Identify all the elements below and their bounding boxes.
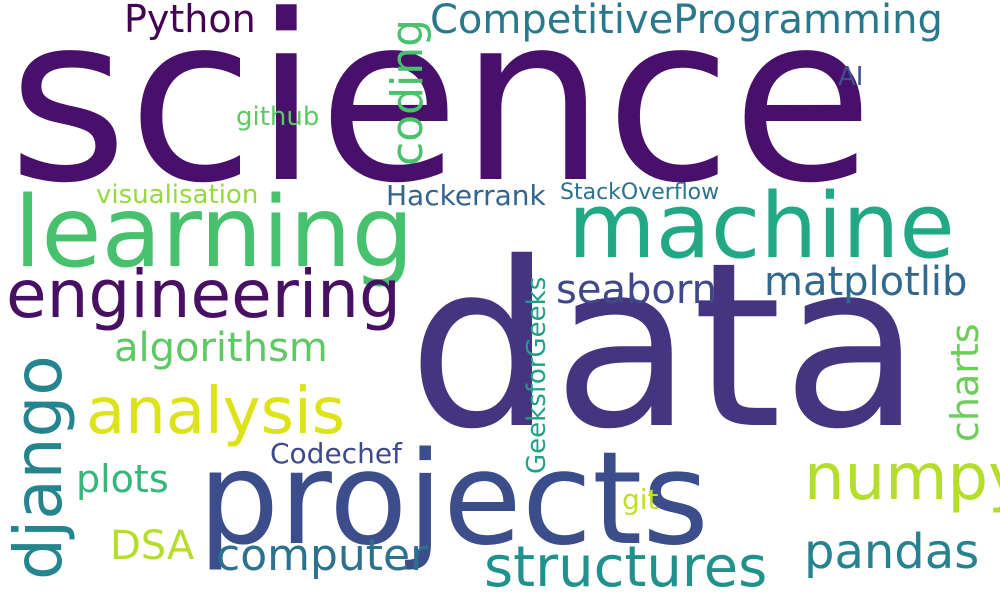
word-pandas: pandas [804,524,980,580]
word-data: data [408,213,922,479]
word-machine: machine [568,174,955,279]
word-learning: learning [14,176,414,290]
word-django: django [0,355,77,580]
word-projects: projects [198,425,709,574]
word-dsa: DSA [110,523,195,569]
word-engineering: engineering [6,256,401,333]
word-ai: AI [838,62,864,92]
word-stackoverflow: StackOverflow [560,180,720,205]
word-seaborn: seaborn [556,267,717,313]
word-science: science [8,0,874,234]
word-git: git [622,483,659,516]
word-coding: coding [382,18,433,166]
word-matplotlib: matplotlib [764,259,968,305]
word-codechef: Codechef [270,437,402,470]
word-charts: charts [943,323,987,442]
word-github: github [236,102,320,132]
word-algorithsm: algorithsm [114,325,328,371]
word-competitive-programming: CompetitiveProgramming [430,0,943,43]
word-geeksforgeeks: GeeksforGeeks [522,276,552,474]
word-hackerrank: Hackerrank [386,179,546,212]
word-computer: computer [216,530,429,581]
word-structures: structures [484,535,768,600]
word-analysis: analysis [86,375,346,449]
word-plots: plots [76,457,169,501]
word-visualisation: visualisation [96,180,259,210]
word-python: Python [124,0,256,41]
word-numpy: numpy [804,441,1000,515]
